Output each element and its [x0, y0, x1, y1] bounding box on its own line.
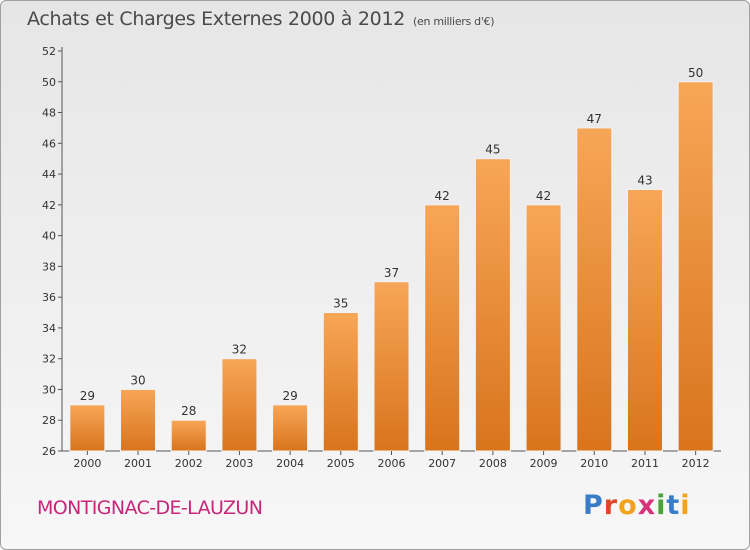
bar-value-label: 37	[384, 266, 399, 280]
bar-value-label: 32	[232, 343, 247, 357]
title-text: Achats et Charges Externes 2000 à 2012	[27, 8, 406, 30]
title-unit: (en milliers d'€)	[413, 15, 495, 28]
y-tick-label: 48	[42, 107, 56, 120]
bar	[474, 158, 511, 452]
bar	[272, 404, 309, 452]
y-tick-label: 28	[42, 414, 56, 427]
y-tick-label: 42	[42, 199, 56, 212]
logo-letter: i	[680, 490, 691, 521]
logo-letter: x	[637, 490, 657, 521]
x-tick-label: 2011	[631, 457, 659, 470]
bar-value-label: 28	[181, 404, 196, 418]
chart-title: Achats et Charges Externes 2000 à 2012 (e…	[27, 8, 495, 30]
bar	[69, 404, 106, 452]
bar-value-label: 35	[333, 297, 348, 311]
y-tick-label: 26	[42, 445, 56, 458]
bar	[525, 204, 562, 452]
y-tick-label: 44	[42, 168, 56, 181]
bar	[120, 388, 157, 452]
bar-value-label: 42	[536, 189, 551, 203]
commune-name: MONTIGNAC-DE-LAUZUN	[37, 497, 263, 519]
x-tick-label: 2009	[530, 457, 558, 470]
bar-value-label: 45	[485, 143, 500, 157]
bar	[221, 358, 258, 452]
bar	[576, 127, 613, 452]
x-tick-label: 2008	[479, 457, 507, 470]
y-tick-label: 52	[42, 45, 56, 58]
y-tick-label: 36	[42, 291, 56, 304]
y-tick-label: 40	[42, 230, 56, 243]
bar-value-label: 42	[435, 189, 450, 203]
bar-value-label: 50	[688, 66, 703, 80]
y-tick-label: 38	[42, 260, 56, 273]
proxiti-logo: Proxiti	[583, 490, 691, 521]
bar-value-label: 47	[587, 112, 602, 126]
x-tick-label: 2012	[682, 457, 710, 470]
bar-value-label: 29	[282, 389, 297, 403]
x-tick-label: 2007	[428, 457, 456, 470]
logo-letter: i	[656, 490, 667, 521]
y-tick-label: 46	[42, 137, 56, 150]
y-tick-label: 32	[42, 353, 56, 366]
x-tick-label: 2001	[124, 457, 152, 470]
x-tick-label: 2005	[327, 457, 355, 470]
bar	[373, 281, 410, 452]
x-tick-label: 2002	[175, 457, 203, 470]
x-tick-label: 2003	[225, 457, 253, 470]
bar	[424, 204, 461, 452]
bar	[626, 188, 663, 452]
bar-value-label: 29	[80, 389, 95, 403]
bar-value-label: 30	[130, 373, 145, 387]
bar-value-label: 43	[637, 173, 652, 187]
bar	[170, 419, 207, 452]
x-tick-label: 2010	[580, 457, 608, 470]
y-tick-label: 30	[42, 383, 56, 396]
logo-letter: o	[618, 490, 638, 521]
logo-letter: P	[583, 490, 604, 521]
x-tick-label: 2000	[73, 457, 101, 470]
logo-letter: r	[603, 490, 619, 521]
bar	[322, 312, 359, 452]
y-tick-label: 50	[42, 76, 56, 89]
bar	[677, 81, 714, 452]
y-tick-label: 34	[42, 322, 56, 335]
x-tick-label: 2006	[378, 457, 406, 470]
logo-letter: t	[666, 490, 681, 521]
x-tick-label: 2004	[276, 457, 304, 470]
